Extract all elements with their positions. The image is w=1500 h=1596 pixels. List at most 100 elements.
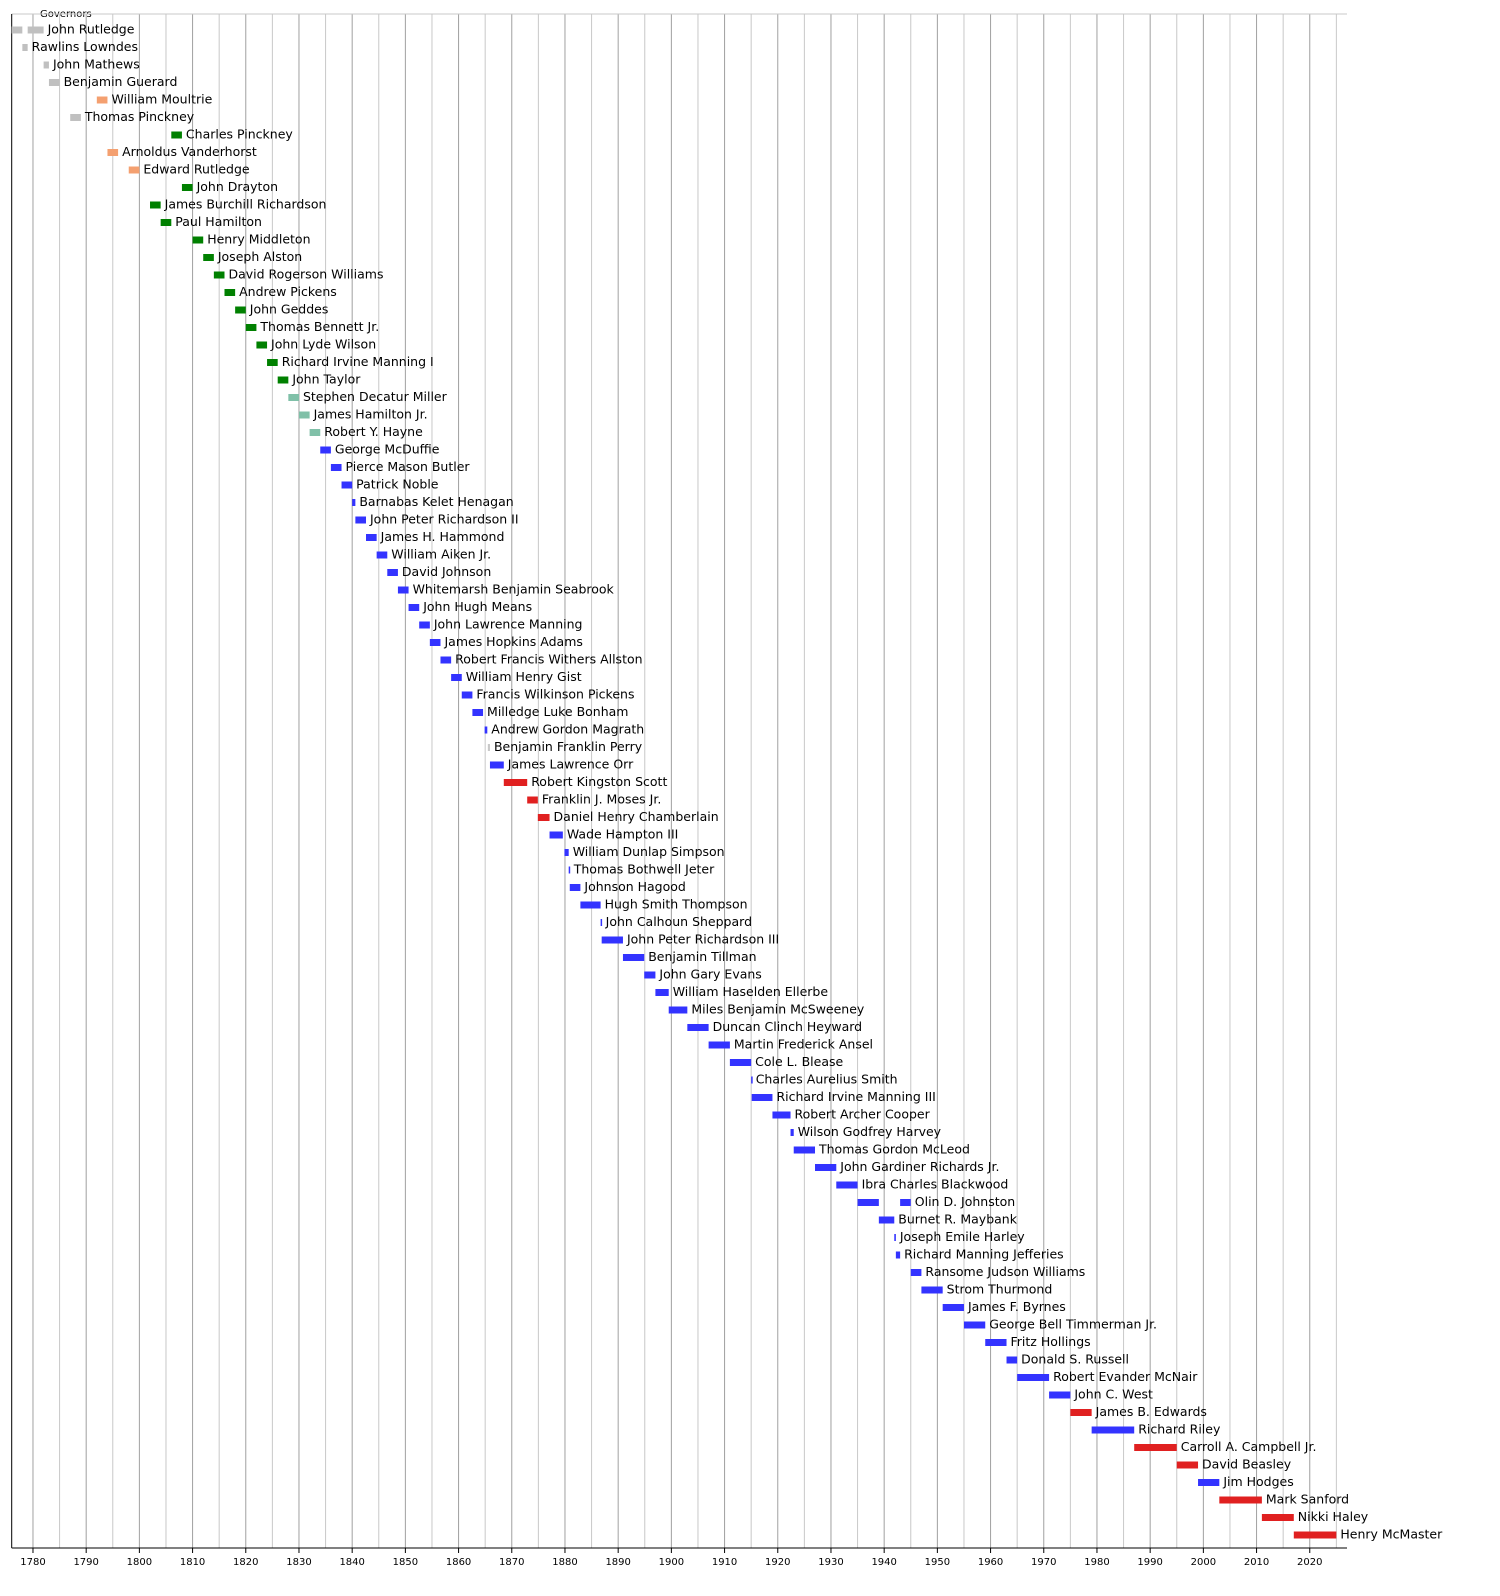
- governor-label: Martin Frederick Ansel: [734, 1037, 873, 1052]
- governor-label: Olin D. Johnston: [915, 1194, 1015, 1209]
- governor-label: Fritz Hollings: [1011, 1334, 1091, 1349]
- governor-label: Jim Hodges: [1222, 1474, 1293, 1489]
- governor-label: Robert Kingston Scott: [531, 774, 667, 789]
- governor-label: John Lawrence Manning: [433, 617, 583, 632]
- x-tick-label: 1780: [20, 1557, 45, 1568]
- term-bar: [341, 481, 353, 489]
- term-bar: [537, 814, 550, 821]
- governor-label: Wade Hampton III: [567, 827, 679, 842]
- term-bar: [1219, 1496, 1262, 1504]
- term-bar: [203, 254, 214, 261]
- governor-label: Richard Irvine Manning III: [776, 1089, 935, 1104]
- governor-label: Joseph Emile Harley: [899, 1229, 1025, 1244]
- term-bar: [1049, 1391, 1071, 1399]
- governor-label: Cole L. Blease: [755, 1054, 843, 1069]
- governor-label: John Drayton: [196, 179, 278, 194]
- governor-label: Duncan Clinch Heyward: [713, 1019, 863, 1034]
- governor-label: Robert Evander McNair: [1053, 1369, 1198, 1384]
- term-bar: [527, 796, 538, 804]
- term-bar: [461, 691, 473, 699]
- governor-label: James Lawrence Orr: [507, 757, 634, 772]
- governor-label: Barnabas Kelet Henagan: [359, 494, 513, 509]
- governor-label: Stephen Decatur Miller: [303, 389, 448, 404]
- term-bar: [224, 289, 236, 296]
- x-tick-label: 1980: [1084, 1557, 1109, 1568]
- x-tick-label: 1930: [818, 1557, 843, 1568]
- governor-label: John Gardiner Richards Jr.: [839, 1159, 999, 1174]
- term-bar: [27, 26, 44, 34]
- term-bar: [751, 1076, 753, 1084]
- governor-label: David Beasley: [1202, 1457, 1292, 1472]
- governor-label: James B. Edwards: [1095, 1404, 1207, 1419]
- governor-label: John Taylor: [291, 372, 361, 387]
- governor-label: Robert Francis Withers Allston: [455, 652, 642, 667]
- term-bar: [503, 779, 528, 786]
- governor-label: Charles Aurelius Smith: [756, 1072, 898, 1087]
- x-tick-label: 1920: [765, 1557, 790, 1568]
- term-bar: [644, 971, 656, 979]
- term-bar: [267, 359, 278, 366]
- governor-label: Burnet R. Maybank: [898, 1212, 1017, 1227]
- x-tick-label: 1910: [712, 1557, 737, 1568]
- term-bar: [440, 656, 452, 664]
- governor-label: Andrew Pickens: [239, 284, 337, 299]
- term-bar: [451, 674, 462, 681]
- governor-label: Robert Y. Hayne: [324, 424, 423, 439]
- governor-label: Benjamin Guerard: [64, 74, 178, 89]
- term-bar: [729, 1059, 752, 1066]
- x-tick-label: 1850: [393, 1557, 418, 1568]
- x-tick-label: 1990: [1137, 1557, 1162, 1568]
- term-bar: [942, 1304, 964, 1311]
- term-bar: [366, 534, 377, 541]
- governor-label: John Hugh Means: [422, 599, 532, 614]
- governor-label: Whitemarsh Benjamin Seabrook: [413, 582, 615, 597]
- term-bar: [171, 131, 182, 139]
- term-bar: [878, 1216, 895, 1224]
- term-bar: [181, 184, 193, 191]
- governor-label: Arnoldus Vanderhorst: [122, 144, 257, 159]
- term-bar: [128, 166, 140, 174]
- term-bar: [489, 761, 504, 769]
- term-bar: [277, 376, 289, 384]
- term-bar: [985, 1339, 1007, 1346]
- term-bar: [397, 586, 409, 594]
- x-tick-label: 1860: [446, 1557, 471, 1568]
- governor-label: Richard Irvine Manning I: [282, 354, 434, 369]
- governor-label: William Henry Gist: [466, 669, 582, 684]
- governor-label: James Burchill Richardson: [164, 197, 327, 212]
- governor-label: George Bell Timmerman Jr.: [989, 1317, 1157, 1332]
- term-bar: [1006, 1356, 1018, 1364]
- term-bar: [1293, 1531, 1337, 1539]
- x-tick-label: 1800: [127, 1557, 152, 1568]
- x-tick-label: 2010: [1244, 1557, 1269, 1568]
- governor-label: Benjamin Tillman: [648, 949, 756, 964]
- term-bar: [622, 954, 645, 961]
- governor-label: Robert Archer Cooper: [795, 1107, 931, 1122]
- x-tick-label: 1940: [871, 1557, 896, 1568]
- governor-label: William Aiken Jr.: [391, 547, 491, 562]
- governor-label: Ibra Charles Blackwood: [862, 1177, 1009, 1192]
- governor-label: Daniel Henry Chamberlain: [554, 809, 719, 824]
- term-bar: [921, 1286, 943, 1294]
- term-bar: [309, 429, 321, 436]
- term-bar: [487, 744, 490, 751]
- term-bar: [150, 201, 161, 209]
- governor-label: James Hopkins Adams: [443, 634, 582, 649]
- governor-label: Henry Middleton: [207, 232, 310, 247]
- term-bar: [1091, 1426, 1135, 1434]
- term-bar: [857, 1199, 879, 1206]
- governor-label: John Gary Evans: [658, 967, 761, 982]
- term-bar: [1017, 1374, 1050, 1381]
- governor-label: William Moultrie: [111, 92, 212, 107]
- governor-label: Thomas Bothwell Jeter: [573, 862, 715, 877]
- term-bar: [355, 516, 367, 524]
- term-bar: [408, 604, 420, 611]
- governor-label: Edward Rutledge: [143, 162, 250, 177]
- governor-label: William Haselden Ellerbe: [673, 984, 829, 999]
- term-bar: [352, 499, 356, 506]
- governor-label: Wilson Godfrey Harvey: [798, 1124, 942, 1139]
- term-bar: [213, 271, 225, 279]
- governor-label: Richard Riley: [1138, 1422, 1221, 1437]
- governor-label: Patrick Noble: [356, 477, 439, 492]
- term-bar: [70, 114, 81, 121]
